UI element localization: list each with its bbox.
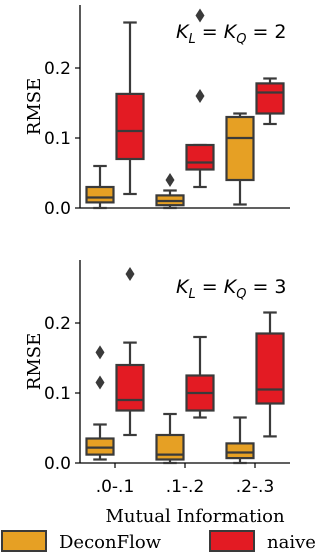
- annotation-sub: L: [188, 287, 195, 302]
- outlier-marker: [195, 8, 205, 23]
- annotation-k: K: [176, 276, 190, 298]
- box-naive: [255, 311, 285, 438]
- box-body: [255, 82, 285, 115]
- box-body: [185, 143, 215, 171]
- legend-swatch-deconflow: [1, 530, 47, 552]
- annotation-sub: Q: [236, 32, 246, 47]
- box-body: [225, 442, 255, 460]
- box-naive: [115, 21, 145, 196]
- y-tick-label: 0.2: [44, 59, 71, 79]
- x-tick-label: .0-.1: [96, 477, 135, 497]
- box-naive: [255, 77, 285, 126]
- legend-label-naive: naive: [267, 532, 316, 553]
- panel-annotation: KL = KQ = 2: [176, 21, 287, 47]
- legend-swatch-naive: [209, 530, 255, 552]
- y-axis-label: RMSE: [24, 333, 45, 390]
- box-deconflow: [225, 416, 255, 465]
- legend-label-deconflow: DeconFlow: [59, 532, 162, 553]
- x-tick-label: .1-.2: [166, 477, 205, 497]
- annotation-eq: =: [196, 276, 224, 298]
- box-deconflow: [225, 112, 255, 206]
- box-body: [155, 433, 185, 461]
- box-deconflow: [155, 412, 185, 465]
- annotation-value: = 2: [246, 21, 286, 43]
- box-deconflow: [85, 164, 115, 210]
- box-naive: [185, 8, 215, 189]
- annotation-k: K: [224, 21, 238, 43]
- box-naive: [115, 267, 145, 437]
- box-deconflow: [85, 345, 115, 461]
- y-axis-label: RMSE: [24, 78, 45, 135]
- annotation-k: K: [176, 21, 190, 43]
- annotation-k: K: [224, 276, 238, 298]
- box-deconflow: [155, 173, 185, 210]
- outlier-marker: [125, 267, 135, 281]
- annotation-value: = 3: [246, 276, 286, 298]
- box-body: [115, 363, 145, 412]
- panel-annotation: KL = KQ = 3: [176, 276, 287, 302]
- outlier-marker: [95, 345, 105, 360]
- outlier-marker: [165, 173, 175, 187]
- box-body: [115, 92, 145, 161]
- annotation-sub: L: [188, 32, 195, 47]
- outlier-marker: [195, 89, 205, 103]
- x-tick-label: .2-.3: [236, 477, 275, 497]
- outlier-marker: [95, 375, 105, 390]
- box-naive: [185, 335, 215, 419]
- box-body: [225, 115, 255, 182]
- y-tick-label: 0.0: [44, 199, 71, 219]
- box-body: [85, 185, 115, 204]
- box-body: [255, 332, 285, 405]
- y-tick-label: 0.1: [44, 384, 71, 404]
- annotation-eq: =: [196, 21, 224, 43]
- y-tick-label: 0.1: [44, 129, 71, 149]
- legend: DeconFlow naive: [1, 530, 316, 553]
- y-tick-label: 0.0: [44, 454, 71, 474]
- x-axis-label: Mutual Information: [105, 506, 284, 527]
- annotation-sub: Q: [236, 287, 246, 302]
- y-tick-label: 0.2: [44, 314, 71, 334]
